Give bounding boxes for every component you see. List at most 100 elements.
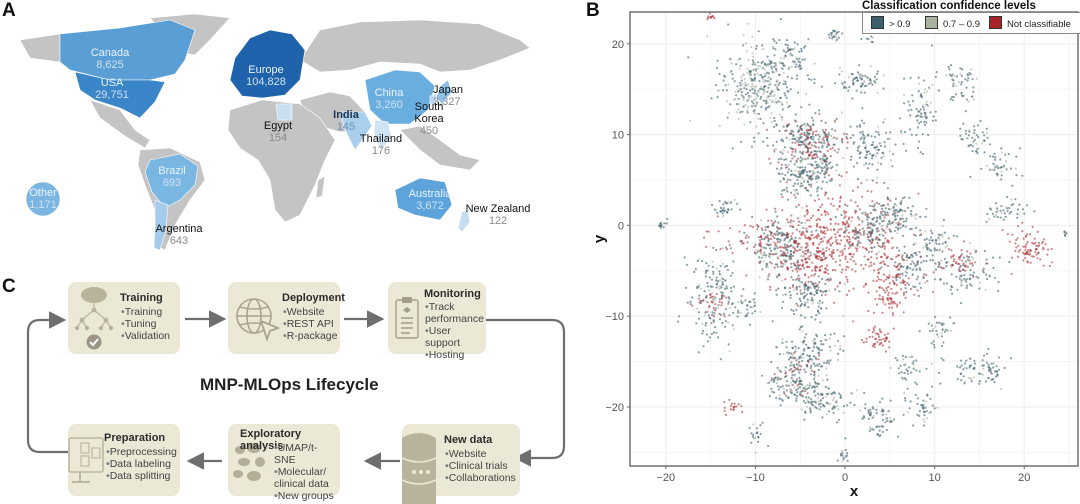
data-point <box>845 133 848 136</box>
data-point <box>885 286 888 290</box>
data-point <box>884 254 887 257</box>
data-point <box>1023 212 1026 215</box>
data-point <box>988 368 991 371</box>
data-point <box>813 199 816 202</box>
data-point <box>902 234 905 237</box>
data-point <box>988 168 992 171</box>
data-point <box>792 184 795 187</box>
data-point <box>823 227 826 230</box>
data-point <box>909 287 913 291</box>
data-point <box>778 240 781 244</box>
data-point <box>864 211 867 214</box>
data-point <box>877 251 880 254</box>
data-point <box>814 177 817 180</box>
data-point <box>1008 206 1011 210</box>
data-point <box>906 372 909 375</box>
data-point <box>785 346 788 349</box>
data-point <box>785 188 788 192</box>
data-point <box>804 158 807 161</box>
data-point <box>969 143 973 147</box>
data-point <box>869 408 872 411</box>
data-point <box>748 69 751 73</box>
data-point <box>784 163 787 166</box>
data-point <box>763 232 766 235</box>
data-point <box>778 394 781 397</box>
point-cluster <box>969 139 1024 187</box>
data-point <box>796 192 799 195</box>
data-point <box>852 253 855 256</box>
data-point <box>796 277 799 280</box>
data-point <box>752 61 755 64</box>
data-point <box>797 357 800 360</box>
data-point <box>915 213 918 216</box>
data-point <box>935 321 938 324</box>
data-point <box>878 142 881 145</box>
region-name: Europe <box>248 64 284 76</box>
data-point <box>809 407 812 410</box>
data-point <box>813 338 816 341</box>
data-point <box>769 285 772 288</box>
data-point <box>801 389 804 392</box>
point-cluster <box>867 283 906 317</box>
data-point <box>827 238 830 241</box>
data-point <box>892 280 895 283</box>
data-point <box>823 290 826 293</box>
data-point <box>985 273 988 276</box>
data-point <box>974 150 978 153</box>
data-point <box>965 284 969 287</box>
data-point <box>956 366 959 369</box>
data-point <box>783 178 786 181</box>
data-point <box>854 209 857 212</box>
data-point <box>706 310 709 313</box>
data-point <box>997 289 1000 293</box>
data-point <box>800 248 803 251</box>
data-point <box>962 94 965 97</box>
data-point <box>822 159 825 162</box>
data-point <box>814 152 818 156</box>
data-point <box>745 247 749 250</box>
data-point <box>956 288 959 291</box>
data-point <box>818 243 821 246</box>
data-point <box>795 120 798 123</box>
data-point <box>732 285 735 288</box>
data-point <box>839 394 842 397</box>
data-point <box>704 275 708 278</box>
data-point <box>798 57 801 60</box>
data-point <box>1023 253 1026 256</box>
data-point <box>871 200 874 203</box>
data-point <box>708 316 711 319</box>
data-point <box>854 228 857 231</box>
data-point <box>799 150 802 153</box>
data-point <box>864 407 867 410</box>
data-point <box>992 377 995 381</box>
data-point <box>723 409 726 412</box>
data-point <box>877 244 880 247</box>
data-point <box>795 63 798 66</box>
data-point <box>814 268 817 271</box>
data-point <box>775 69 778 72</box>
data-point <box>753 88 757 91</box>
data-point <box>919 215 922 218</box>
data-point <box>999 158 1002 161</box>
data-point <box>800 246 803 249</box>
data-point <box>869 239 872 242</box>
data-point <box>829 278 832 281</box>
data-point <box>881 214 885 217</box>
data-point <box>804 142 807 145</box>
data-point <box>772 37 775 41</box>
data-point <box>891 311 894 315</box>
data-point <box>843 132 846 135</box>
data-point <box>781 152 784 155</box>
data-point <box>781 189 784 192</box>
data-point <box>835 238 838 241</box>
data-point <box>856 177 860 181</box>
data-point <box>984 288 987 291</box>
data-point <box>900 265 903 268</box>
data-point <box>718 199 721 203</box>
data-point <box>1000 147 1003 150</box>
data-point <box>901 254 904 257</box>
data-point <box>825 226 828 229</box>
data-point <box>822 129 825 132</box>
panel-label-c: C <box>2 276 16 297</box>
data-point <box>997 166 1000 169</box>
